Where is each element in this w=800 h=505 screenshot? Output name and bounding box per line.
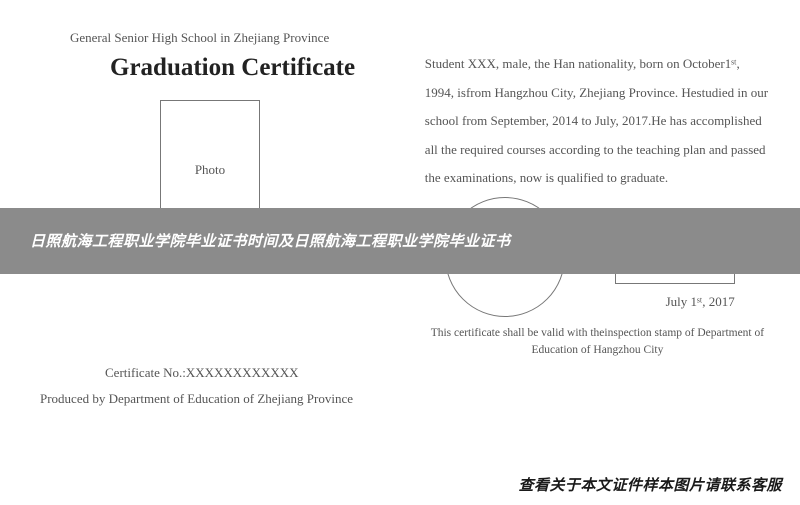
certificate-body: Student XXX, male, the Han nationality, … (425, 50, 770, 193)
certificate-title: Graduation Certificate (110, 54, 415, 82)
issue-date: July 1ˢᵗ, 2017 (661, 294, 735, 310)
validity-note: This certificate shall be valid with the… (425, 325, 770, 360)
overlay-band: 日照航海工程职业学院毕业证书时间及日照航海工程职业学院毕业证书 (0, 208, 800, 274)
certificate-number: Certificate No.:XXXXXXXXXXXX (105, 365, 415, 381)
produced-by: Produced by Department of Education of Z… (40, 391, 415, 407)
overlay-text: 日照航海工程职业学院毕业证书时间及日照航海工程职业学院毕业证书 (30, 228, 511, 255)
footer-note: 查看关于本文证件样本图片请联系客服 (518, 474, 782, 495)
school-name: General Senior High School in Zhejiang P… (70, 30, 415, 46)
photo-label: Photo (195, 162, 225, 178)
